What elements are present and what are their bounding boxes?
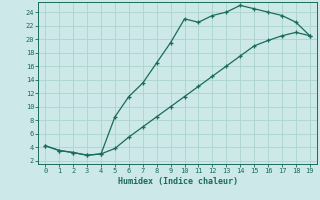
X-axis label: Humidex (Indice chaleur): Humidex (Indice chaleur) xyxy=(118,177,238,186)
